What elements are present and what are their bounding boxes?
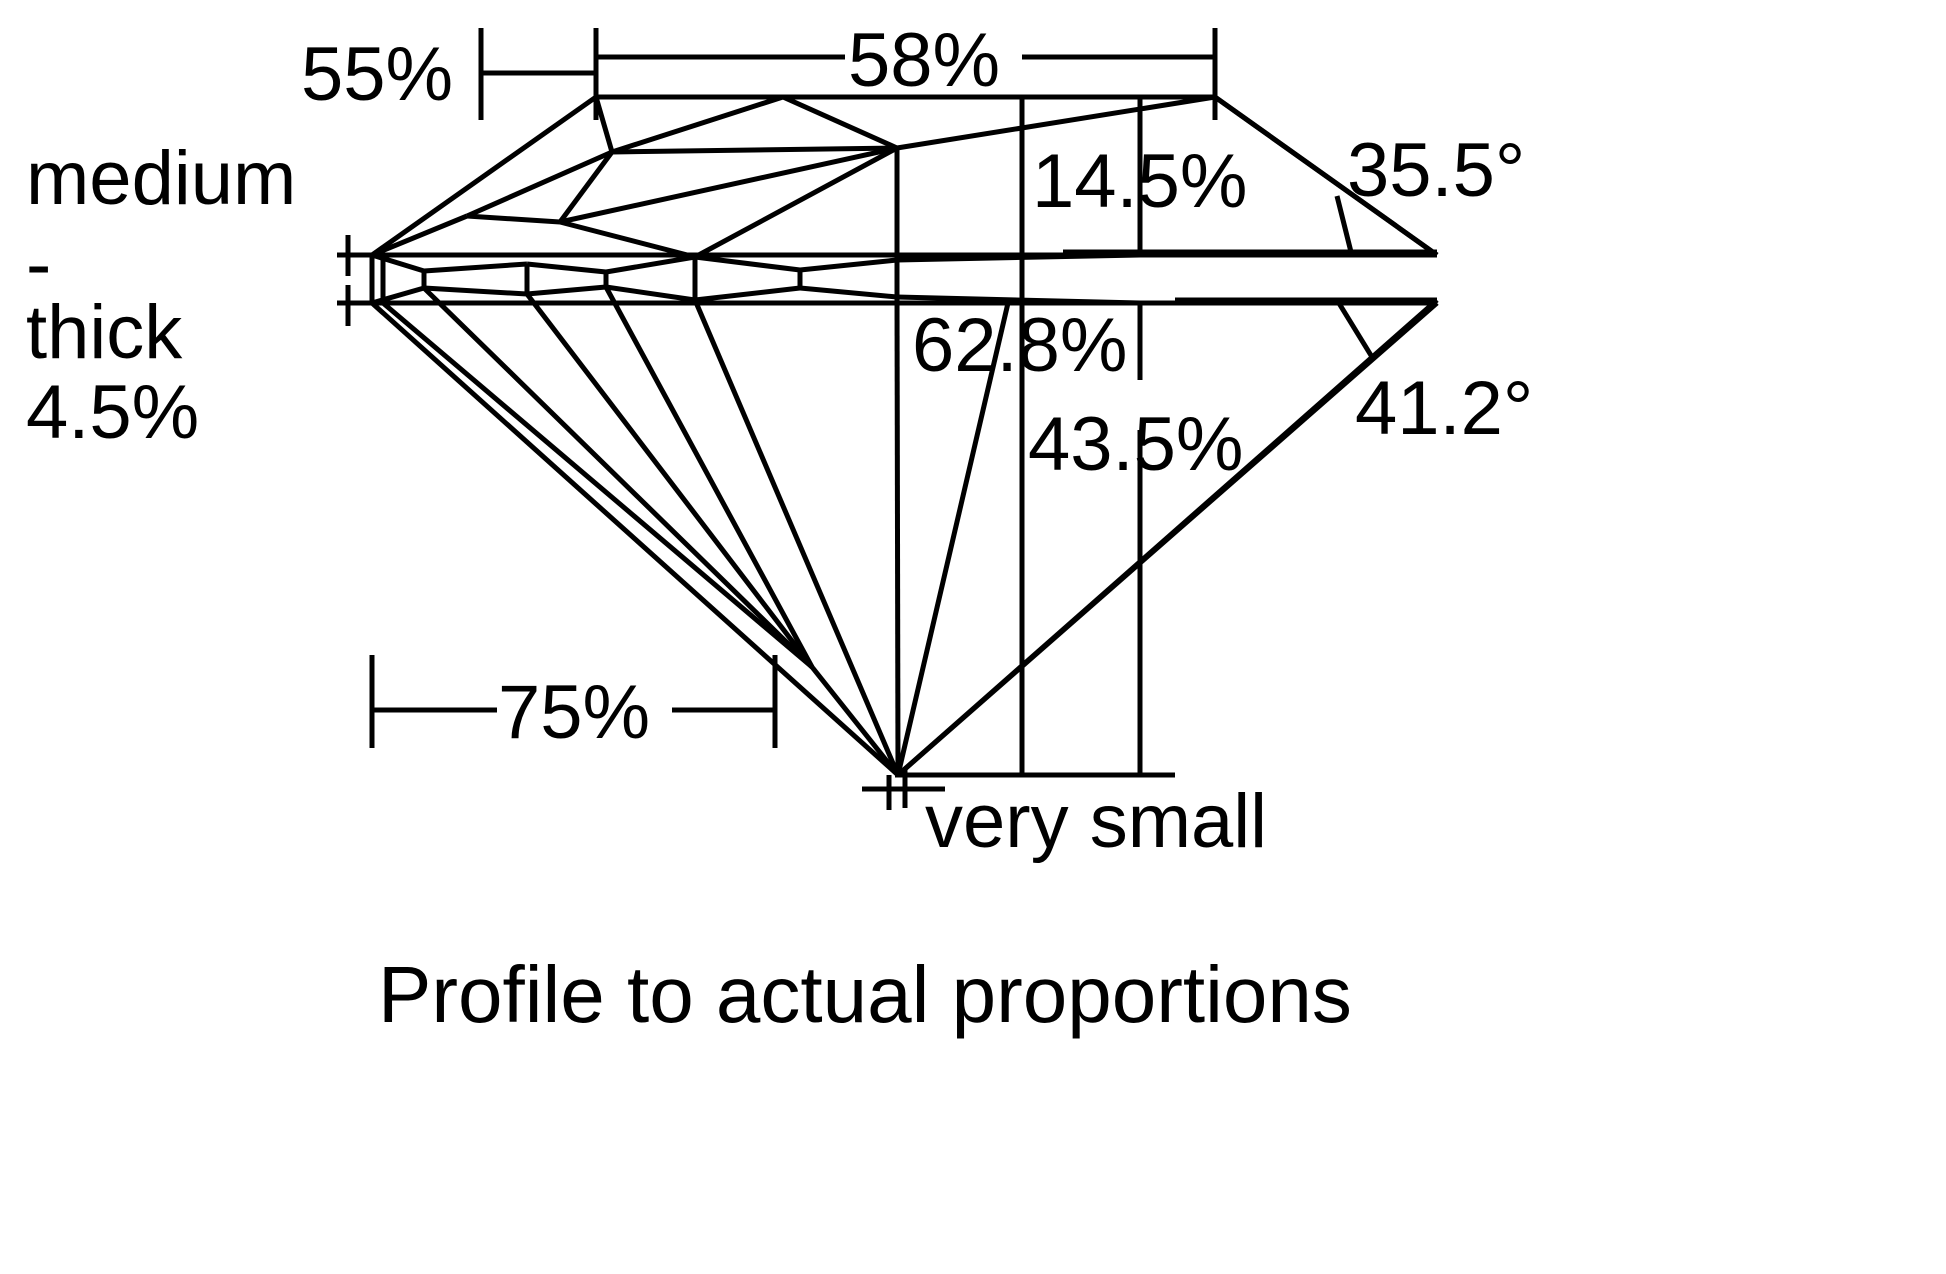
label-girdle-percent: 4.5% — [26, 370, 199, 455]
pavilion-angle-group — [896, 297, 1439, 777]
crown-outline — [370, 94, 1439, 258]
label-pavilion-depth-percent: 43.5% — [1028, 402, 1244, 487]
label-girdle-line3: thick — [26, 290, 183, 375]
pavilion-facets — [381, 285, 1011, 777]
culet-marker — [862, 770, 1175, 810]
label-table-percent: 55% — [301, 32, 453, 117]
label-pavilion-angle: 41.2° — [1355, 366, 1533, 451]
diameter-dimension-group — [596, 28, 1218, 120]
label-girdle-line1: medium — [26, 136, 296, 221]
label-diameter-percent: 58% — [848, 18, 1000, 103]
crown-angle-group — [1063, 94, 1439, 258]
crown-facets — [371, 94, 1216, 260]
label-total-depth-percent: 62.8% — [912, 303, 1128, 388]
label-girdle-line2: - — [26, 222, 51, 307]
girdle-band — [369, 252, 1437, 306]
crown-height-dimension — [1019, 97, 1143, 775]
label-lower-half-percent: 75% — [498, 670, 650, 755]
figure-caption: Profile to actual proportions — [378, 950, 1352, 1039]
label-crown-height-percent: 14.5% — [1032, 139, 1248, 224]
label-culet: very small — [925, 779, 1267, 864]
lower-half-dimension — [369, 655, 778, 748]
girdle-thickness-ticks — [337, 235, 412, 326]
label-crown-angle: 35.5° — [1347, 128, 1525, 213]
